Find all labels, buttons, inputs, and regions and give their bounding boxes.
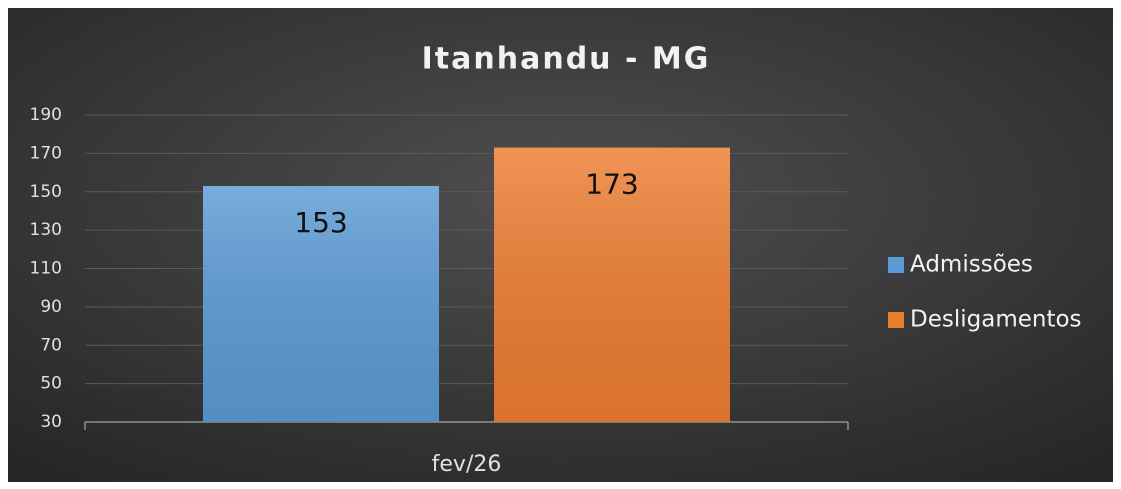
legend-label: Admissões bbox=[910, 252, 1033, 278]
y-tick-label: 110 bbox=[30, 259, 62, 279]
data-label: 173 bbox=[585, 168, 638, 201]
chart-title: Itanhandu - MG bbox=[422, 42, 711, 77]
legend-swatch bbox=[888, 312, 904, 328]
bar-shading bbox=[494, 147, 730, 422]
y-tick-label: 30 bbox=[40, 412, 62, 432]
bar-shading bbox=[203, 185, 439, 422]
legend-label: Desligamentos bbox=[910, 307, 1082, 333]
y-tick-label: 190 bbox=[30, 105, 62, 125]
y-tick-label: 90 bbox=[40, 297, 62, 317]
legend-swatch bbox=[888, 257, 904, 273]
y-tick-label: 50 bbox=[40, 374, 62, 394]
y-tick-label: 150 bbox=[30, 182, 62, 202]
y-tick-label: 70 bbox=[40, 335, 62, 355]
y-tick-label: 130 bbox=[30, 220, 62, 240]
data-label: 153 bbox=[294, 206, 347, 239]
x-tick-label: fev/26 bbox=[432, 452, 502, 477]
y-tick-label: 170 bbox=[30, 143, 62, 163]
